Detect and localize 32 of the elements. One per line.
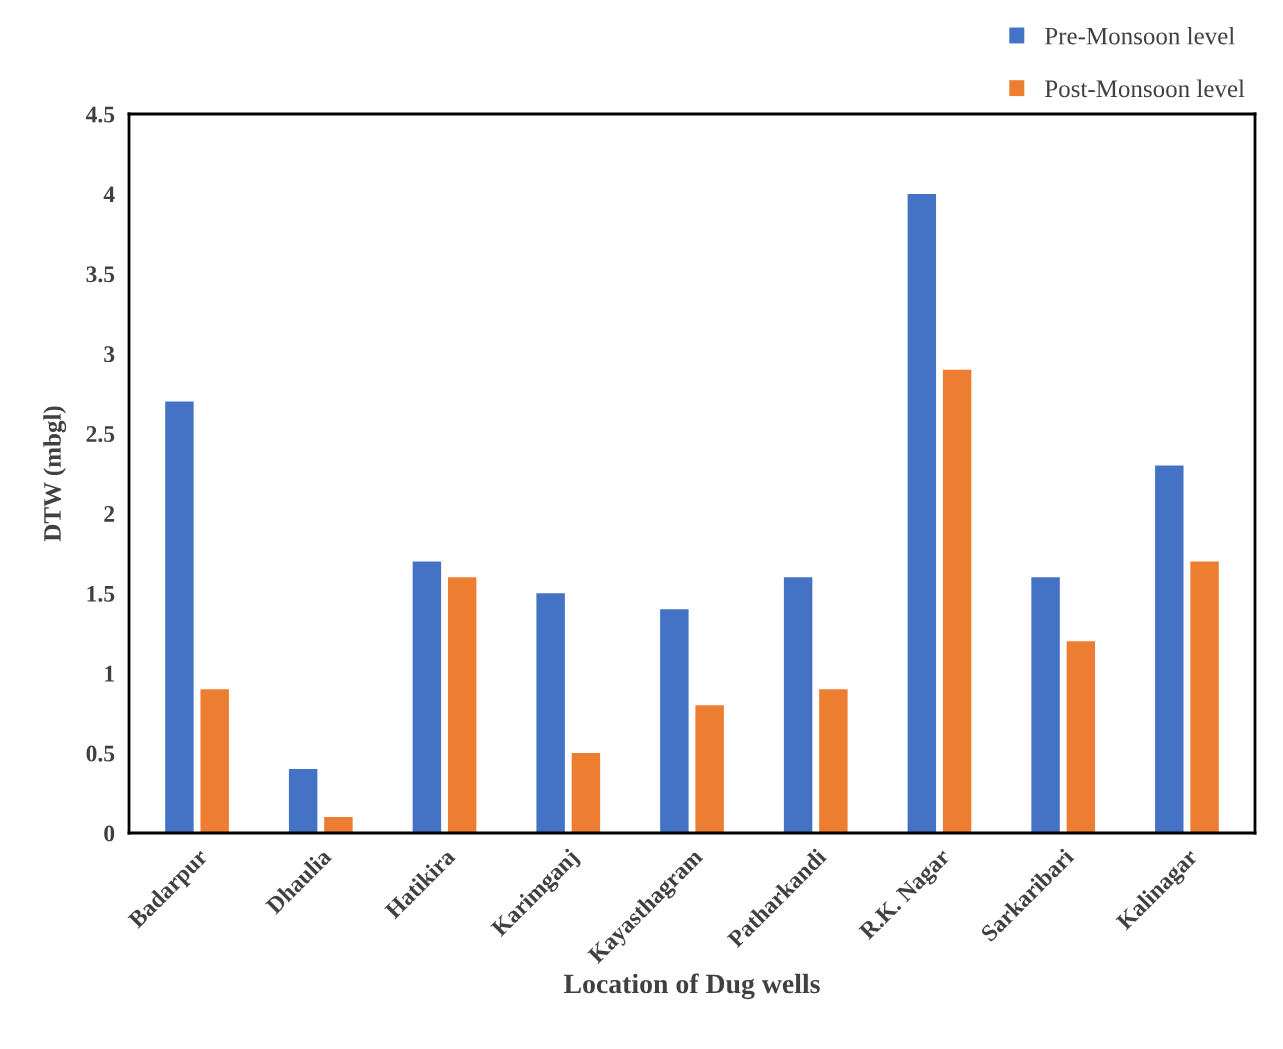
- y-tick-label: 4.5: [85, 106, 115, 123]
- bar: [907, 193, 937, 833]
- y-tick-label: 0.5: [86, 745, 115, 762]
- bar: [200, 689, 229, 833]
- bar: [165, 401, 194, 833]
- bar: [1190, 561, 1219, 833]
- bar: [536, 593, 565, 833]
- bar: [1155, 465, 1184, 833]
- y-axis-title: DTW (mbgl): [43, 406, 67, 542]
- y-tick-label: 1: [105, 665, 114, 682]
- y-tick-label: 2.5: [86, 426, 115, 443]
- bar: [1066, 641, 1096, 833]
- y-tick-label: 3: [104, 346, 115, 363]
- bar: [412, 561, 442, 833]
- legend-label: Post-Monsoon level: [1045, 79, 1245, 98]
- y-tick-label: 0: [104, 825, 115, 842]
- y-tick-label: 4: [103, 186, 115, 203]
- bar: [447, 577, 477, 833]
- bar: [819, 689, 848, 833]
- bar: [1031, 577, 1060, 833]
- bar: [288, 769, 318, 833]
- bar: [571, 753, 601, 833]
- y-tick-label: 1.5: [87, 585, 115, 602]
- y-tick-label: 3.5: [86, 266, 115, 283]
- x-axis-title: Location of Dug wells: [564, 973, 820, 1000]
- bar: [942, 369, 972, 833]
- legend-label: Pre-Monsoon level: [1045, 26, 1235, 45]
- bar: [783, 577, 813, 833]
- bar: [324, 817, 353, 833]
- bar: [695, 705, 724, 833]
- bar: [660, 609, 689, 833]
- y-tick-label: 2: [104, 506, 115, 522]
